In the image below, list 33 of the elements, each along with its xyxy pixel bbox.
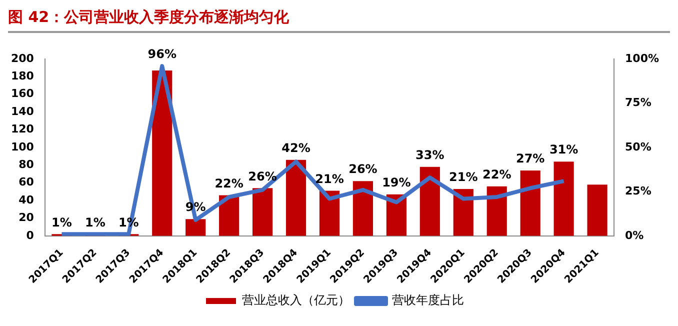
data-label: 21%	[315, 172, 344, 186]
data-label: 27%	[516, 152, 545, 166]
y2-tick-label: 100%	[625, 52, 659, 65]
y-tick-label: 160	[10, 87, 34, 100]
data-label: 42%	[282, 140, 310, 155]
y-tick-label: 140	[10, 104, 34, 118]
data-label: 19%	[382, 175, 411, 190]
y2-tick-label: 75%	[625, 96, 652, 110]
legend-label: 营收年度占比	[392, 293, 464, 308]
y-tick-label: 0	[26, 228, 34, 242]
y2-tick-label: 25%	[625, 184, 652, 198]
data-label: 26%	[248, 169, 277, 184]
chart-title: 图 42：公司营业收入季度分布逐渐均匀化	[8, 8, 670, 33]
data-label: 26%	[348, 162, 378, 176]
y2-tick-label: 50%	[625, 140, 652, 154]
data-label: 22%	[214, 176, 244, 190]
data-label: 1%	[52, 215, 72, 230]
y-tick-label: 60	[18, 176, 34, 189]
y-tick-label: 80	[18, 158, 34, 171]
y2-tick-label: 0%	[625, 228, 644, 242]
data-label: 22%	[482, 167, 512, 182]
data-label: 33%	[416, 148, 444, 162]
y-tick-label: 100	[10, 140, 34, 154]
y-tick-label: 120	[10, 122, 34, 136]
data-label: 96%	[148, 47, 176, 62]
legend-label: 营业总收入（亿元）	[242, 293, 350, 308]
y-tick-label: 40	[18, 193, 34, 206]
data-label: 21%	[449, 170, 478, 184]
y-tick-label: 200	[10, 52, 34, 65]
y-tick-label: 180	[10, 70, 34, 83]
y-tick-label: 20	[18, 211, 34, 224]
data-label: 1%	[84, 215, 106, 230]
data-label: 31%	[549, 142, 578, 157]
